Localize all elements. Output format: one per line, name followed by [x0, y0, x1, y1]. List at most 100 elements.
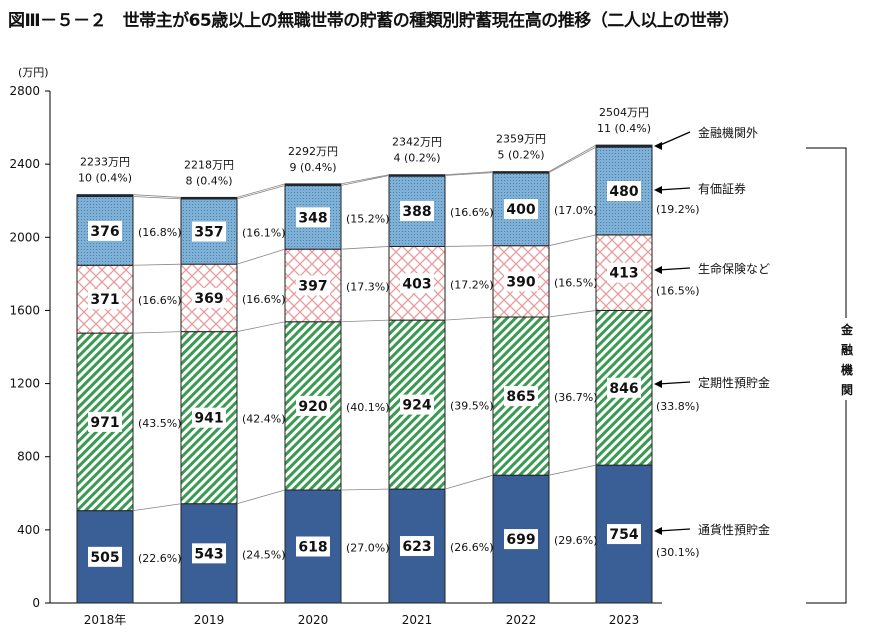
total-label: 2359万円 — [496, 133, 546, 146]
legend-label: 生命保険など — [698, 261, 770, 276]
connector-line — [236, 183, 286, 198]
bar-segment — [595, 144, 653, 148]
percent-label: (26.6%) — [450, 541, 494, 554]
percent-label: (17.3%) — [346, 280, 390, 293]
bar-segment — [492, 171, 550, 174]
percent-label: (16.1%) — [242, 227, 286, 240]
extra-label: 5 (0.2%) — [497, 149, 544, 162]
value-label: 543 — [194, 546, 223, 562]
extra-label: 11 (0.4%) — [597, 122, 651, 135]
value-label: 369 — [194, 291, 223, 307]
value-label: 865 — [506, 389, 535, 405]
bar-segment — [76, 194, 134, 198]
value-label: 505 — [90, 550, 119, 566]
value-label: 846 — [609, 381, 638, 397]
total-label: 2292万円 — [288, 145, 338, 158]
arrow-head-icon — [654, 380, 662, 388]
legend-arrow — [657, 131, 691, 147]
legend-label: 有価証券 — [698, 181, 746, 196]
arrow-head-icon — [654, 527, 662, 535]
legend-label: 通貨性預貯金 — [698, 522, 770, 537]
percent-label: (16.5%) — [656, 285, 700, 298]
percent-label: (16.6%) — [450, 206, 494, 219]
percent-label: (15.2%) — [346, 212, 390, 225]
value-label-bg — [400, 536, 434, 557]
chart-title: 図Ⅲ－５－２ 世帯主が65歳以上の無職世帯の貯蓄の種類別貯蓄現在高の推移（二人以… — [8, 11, 740, 31]
x-tick-label: 2019 — [194, 613, 225, 627]
connector-line — [132, 503, 182, 512]
legend-arrow — [657, 187, 691, 191]
arrow-head-icon — [654, 186, 662, 194]
value-label-bg — [607, 262, 641, 283]
total-label: 2233万円 — [80, 156, 130, 169]
value-label-bg — [192, 287, 226, 308]
value-label: 376 — [90, 224, 119, 240]
bracket-label-char: 機 — [841, 362, 853, 377]
percent-label: (40.1%) — [346, 401, 390, 414]
value-label-bg — [192, 221, 226, 242]
value-label-bg — [192, 543, 226, 564]
extra-label: 8 (0.4%) — [185, 174, 232, 187]
percent-label: (17.2%) — [450, 278, 494, 291]
value-label-bg — [607, 181, 641, 202]
value-label: 413 — [609, 266, 638, 282]
value-label-bg — [607, 524, 641, 545]
legend-label: 金融機関外 — [698, 125, 758, 140]
connector-line — [340, 246, 390, 250]
value-label: 924 — [402, 398, 431, 414]
connector-line — [548, 464, 597, 476]
percent-label: (16.6%) — [138, 294, 182, 307]
y-tick-label: 2800 — [9, 84, 40, 98]
connector-line — [444, 474, 494, 490]
percent-label: (42.4%) — [242, 413, 286, 426]
value-label-bg — [192, 407, 226, 428]
total-label: 2342万円 — [392, 136, 442, 149]
value-label: 348 — [298, 210, 327, 226]
percent-label: (30.1%) — [656, 546, 700, 559]
connector-line — [132, 331, 182, 334]
connector-line — [444, 172, 494, 176]
y-tick-label: 1600 — [9, 303, 40, 317]
x-tick-label: 2018年 — [84, 613, 127, 627]
bracket-label-bg — [838, 318, 856, 400]
percent-label: (24.5%) — [242, 548, 286, 561]
connector-line — [444, 316, 494, 321]
connector-line — [340, 319, 390, 323]
bracket-label-char: 金 — [840, 322, 854, 337]
connector-line — [132, 263, 182, 266]
value-label-bg — [296, 536, 330, 557]
connector-line — [444, 171, 494, 176]
total-label: 2504万円 — [599, 106, 649, 119]
value-label-bg — [88, 220, 122, 241]
y-tick-label: 2000 — [9, 230, 40, 244]
percent-label: (33.8%) — [656, 400, 700, 413]
y-tick-label: 2400 — [9, 157, 40, 171]
value-label-bg — [504, 529, 538, 550]
legend-arrow — [657, 528, 691, 532]
value-label: 699 — [506, 532, 535, 548]
percent-label: (36.7%) — [554, 391, 598, 404]
value-label-bg — [400, 273, 434, 294]
value-label-bg — [504, 199, 538, 220]
value-label: 623 — [402, 539, 431, 555]
connector-line — [444, 245, 494, 247]
value-label-bg — [400, 394, 434, 415]
percent-label: (29.6%) — [554, 534, 598, 547]
x-tick-label: 2020 — [298, 613, 329, 627]
connector-line — [236, 321, 286, 333]
legend-arrow — [657, 267, 691, 271]
value-label: 371 — [90, 292, 119, 308]
value-label: 971 — [90, 415, 119, 431]
bar-segment — [284, 183, 342, 187]
percent-label: (16.6%) — [242, 293, 286, 306]
connector-line — [340, 174, 390, 185]
value-label: 397 — [298, 278, 327, 294]
percent-label: (19.2%) — [656, 203, 700, 216]
connector-line — [132, 196, 182, 200]
extra-label: 4 (0.2%) — [393, 152, 440, 165]
value-label: 941 — [194, 411, 223, 427]
bracket-label-char: 関 — [841, 383, 853, 397]
total-label: 2218万円 — [184, 158, 234, 171]
value-label-bg — [296, 395, 330, 416]
value-label: 618 — [298, 539, 327, 555]
